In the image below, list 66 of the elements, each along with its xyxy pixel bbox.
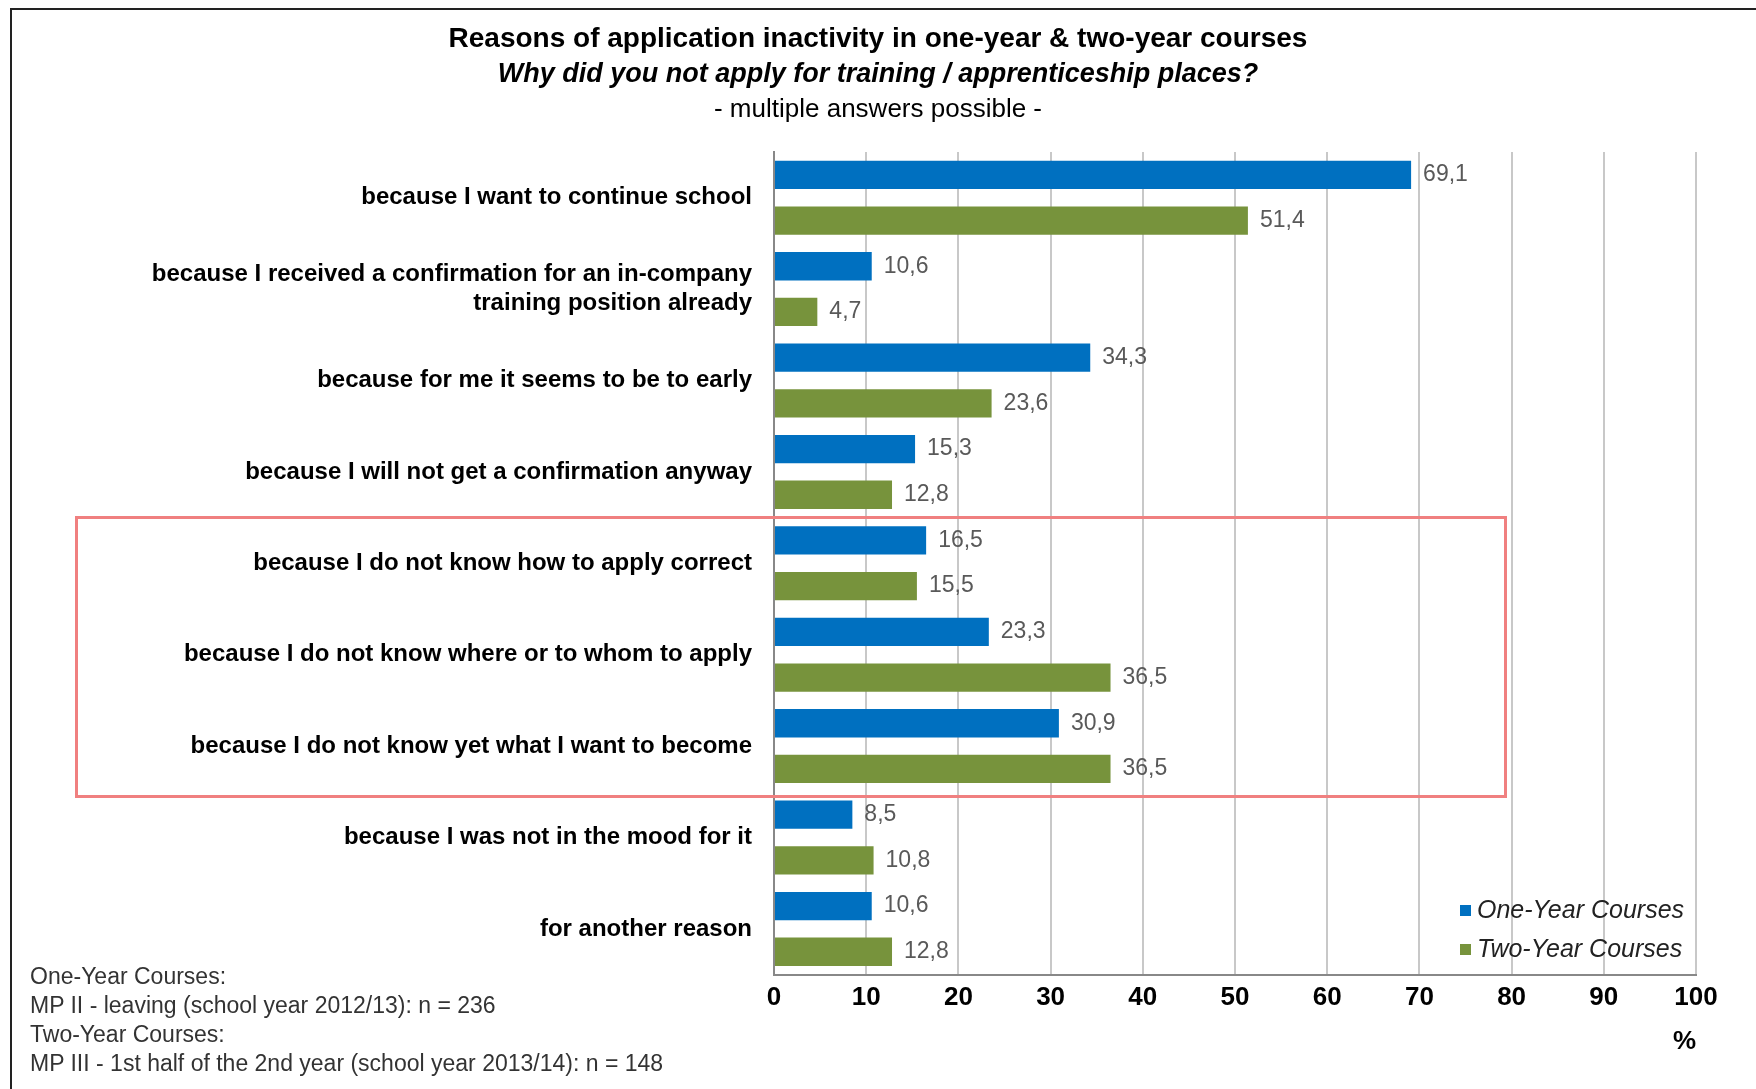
chart-title: Reasons of application inactivity in one-year & two-year courses	[447, 22, 1309, 54]
data-label: 16,5	[938, 525, 983, 552]
text: Two-Year Courses:	[30, 1020, 226, 1049]
x-axis-title: %	[1672, 1024, 1696, 1055]
legend-label: Two-Year Courses	[1476, 933, 1684, 963]
data-label: 12,8	[904, 480, 949, 507]
x-tick-label: 40	[1128, 981, 1158, 1012]
y-tick-label: because I do not know where or to whom to apply	[183, 639, 753, 667]
x-tick-label: 90	[1589, 981, 1619, 1012]
bar	[775, 709, 1059, 738]
data-label: 10,8	[885, 845, 931, 872]
text: - multiple answers possible -	[713, 93, 1043, 124]
bar	[775, 297, 818, 327]
y-tick-label: because I want to continue school	[361, 182, 752, 210]
y-tick-label: because I will not get a confirmation anyway	[245, 456, 753, 484]
bar	[775, 937, 893, 966]
data-label: 10,6	[883, 251, 929, 278]
data-label: 69,1	[1423, 160, 1468, 187]
text: One-Year Courses:	[30, 962, 228, 991]
y-tick-label: because I was not in the mood for it	[343, 822, 753, 850]
data-label: 51,4	[1259, 205, 1305, 232]
data-label: 23,3	[1000, 617, 1046, 644]
bar	[775, 160, 1412, 190]
bar	[775, 617, 989, 647]
chart-subtitle: Why did you not apply for training / apprenticeship places?	[496, 58, 1260, 89]
x-tick-label: 70	[1404, 981, 1434, 1012]
y-tick-label: for another reason	[539, 913, 752, 941]
y-tick-label: because I do not know yet what I want to become	[190, 730, 752, 758]
data-label: 23,6	[1003, 388, 1049, 415]
x-tick-label: 60	[1312, 981, 1342, 1012]
bar	[775, 343, 1091, 372]
data-label: 12,8	[904, 937, 949, 964]
text: MP II - leaving (school year 2012/13): n = 236	[30, 991, 497, 1020]
bar	[775, 206, 1248, 235]
data-label: 8,5	[864, 799, 897, 826]
bar	[775, 434, 916, 464]
x-tick-label: 20	[943, 981, 973, 1012]
bar	[775, 526, 927, 555]
bar	[775, 252, 872, 281]
x-tick-label: 10	[851, 981, 881, 1012]
bar	[775, 891, 872, 921]
bar	[775, 480, 893, 509]
data-label: 34,3	[1102, 342, 1148, 369]
y-tick-label: because for me it seems to be to early	[317, 365, 753, 393]
data-label: 4,7	[829, 297, 862, 324]
y-tick-label: because I do not know how to apply correct	[253, 547, 752, 575]
x-tick-label: 80	[1497, 981, 1527, 1012]
y-tick-label: because I received a confirmation for an in-company training position already	[151, 259, 753, 316]
x-tick-label: 0	[766, 981, 782, 1012]
bar	[775, 754, 1111, 784]
x-tick-label: 30	[1036, 981, 1066, 1012]
text: MP III - 1st half of the 2nd year (school year 2013/14): n = 148	[30, 1049, 664, 1078]
data-label: 36,5	[1122, 754, 1168, 781]
data-label: 30,9	[1070, 708, 1116, 735]
x-tick-label: 100	[1674, 981, 1718, 1012]
bar	[775, 846, 874, 875]
bar	[775, 800, 853, 829]
data-label: 36,5	[1122, 662, 1168, 689]
data-label: 10,6	[883, 891, 929, 918]
x-tick-label: 50	[1220, 981, 1250, 1012]
data-label: 15,3	[927, 434, 972, 461]
bar	[775, 389, 992, 418]
data-label: 15,5	[928, 571, 974, 598]
bar	[775, 663, 1111, 692]
bar	[775, 571, 917, 601]
legend-label: One-Year Courses	[1476, 894, 1685, 924]
